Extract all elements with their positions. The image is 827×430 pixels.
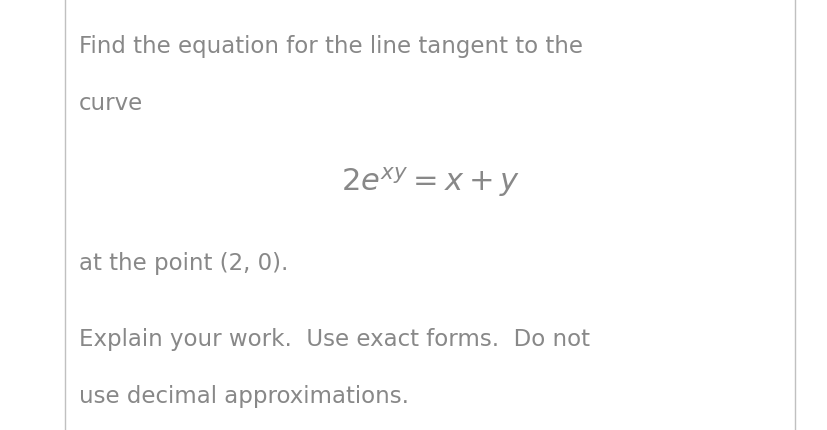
Text: Find the equation for the line tangent to the: Find the equation for the line tangent t… (79, 35, 582, 58)
Text: $2e^{xy} = x + y$: $2e^{xy} = x + y$ (340, 165, 519, 199)
Text: curve: curve (79, 92, 143, 115)
Text: use decimal approximations.: use decimal approximations. (79, 385, 409, 408)
Text: at the point (2, 0).: at the point (2, 0). (79, 252, 288, 275)
Text: Explain your work.  Use exact forms.  Do not: Explain your work. Use exact forms. Do n… (79, 328, 590, 351)
